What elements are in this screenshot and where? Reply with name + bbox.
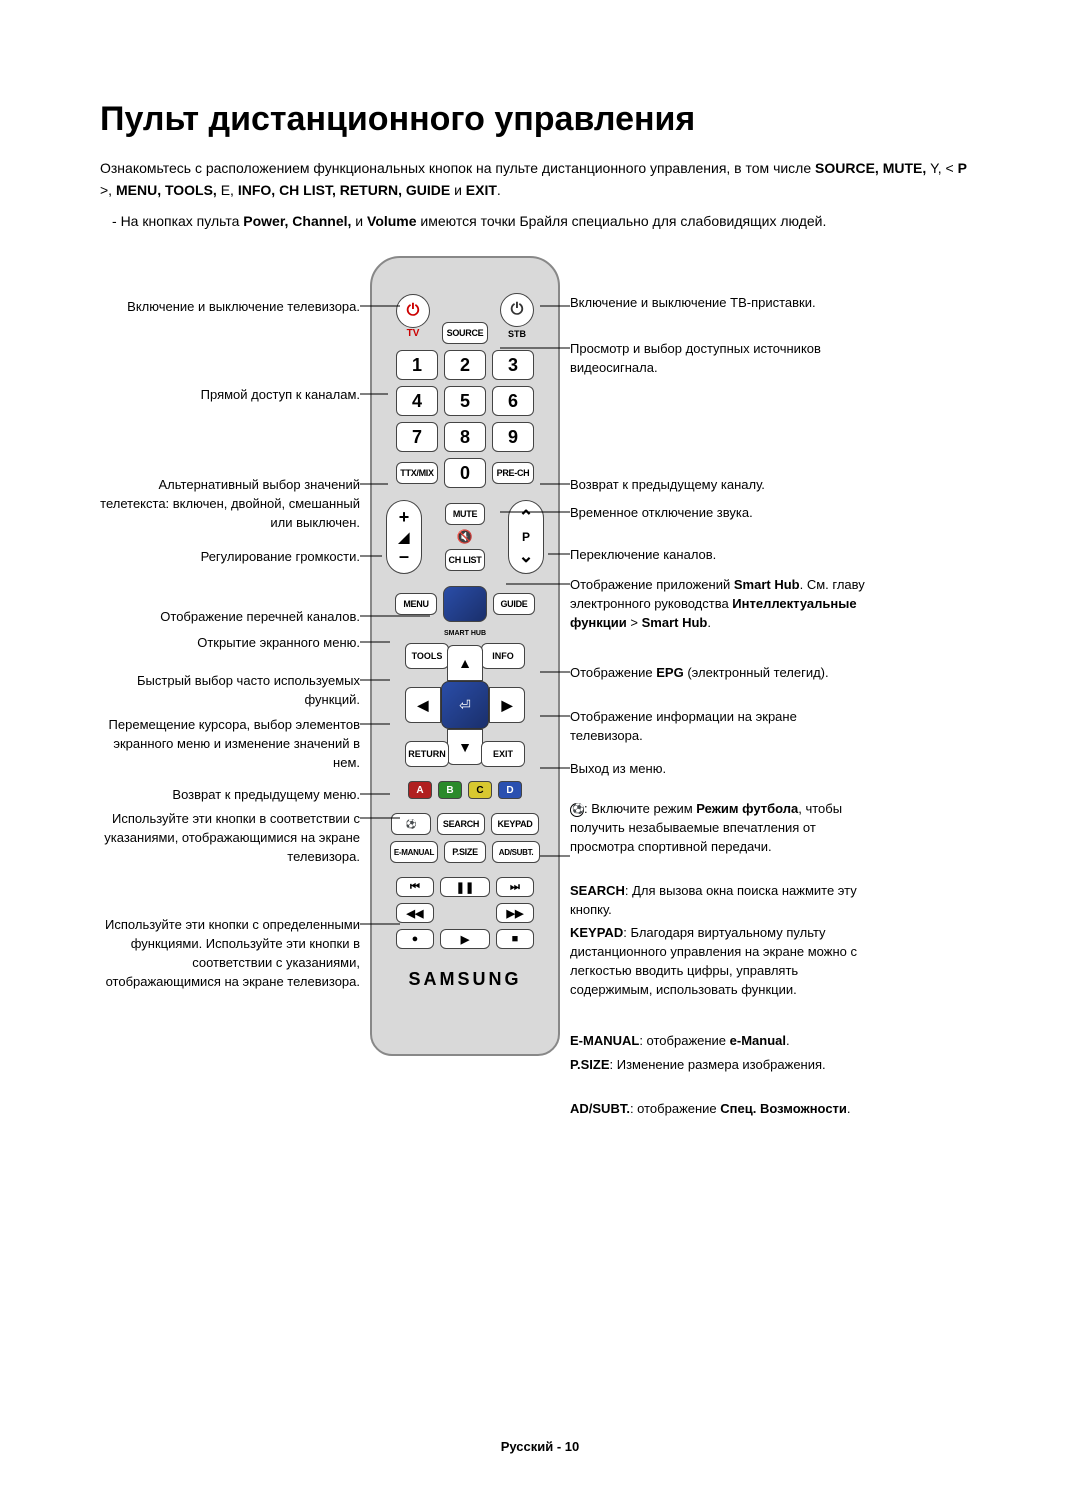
dpad-left[interactable]: ◀ xyxy=(405,687,441,723)
play-button[interactable]: ▶ xyxy=(440,929,490,949)
pause-button[interactable]: ❚❚ xyxy=(440,877,490,897)
remote-body: ⏻ TV SOURCE ⏻ STB 123 456 789 TTX/MIX 0 … xyxy=(370,256,560,1056)
callout-info: Отображение информации на экране телевиз… xyxy=(570,708,850,746)
num-0[interactable]: 0 xyxy=(444,458,486,488)
ff-button[interactable]: ▶▶ xyxy=(496,903,534,923)
emanual-button[interactable]: E-MANUAL xyxy=(390,841,438,863)
callout-channel: Переключение каналов. xyxy=(570,546,850,565)
color-c-button[interactable]: C xyxy=(468,781,492,799)
intro-bold: SOURCE, MUTE, xyxy=(815,160,930,176)
vol-up-icon: + xyxy=(399,507,410,528)
exit-button[interactable]: EXIT xyxy=(481,741,525,767)
dpad-down[interactable]: ▼ xyxy=(447,729,483,765)
remote-diagram: ⏻ TV SOURCE ⏻ STB 123 456 789 TTX/MIX 0 … xyxy=(100,256,980,1156)
callout-chlist: Отображение перечней каналов. xyxy=(100,608,360,627)
prev-button[interactable]: ⏮ xyxy=(396,877,434,897)
source-button[interactable]: SOURCE xyxy=(442,322,488,344)
intro-paragraph: Ознакомьтесь с расположением функциональ… xyxy=(100,157,980,202)
chlist-button[interactable]: CH LIST xyxy=(445,549,485,571)
callout-power-stb: Включение и выключение ТВ-приставки. xyxy=(570,294,850,313)
callout-tools: Быстрый выбор часто используемых функций… xyxy=(100,672,360,710)
color-d-button[interactable]: D xyxy=(498,781,522,799)
keypad-button[interactable]: KEYPAD xyxy=(491,813,539,835)
adsubt-button[interactable]: AD/SUBT. xyxy=(492,841,540,863)
mute-button[interactable]: MUTE xyxy=(445,503,485,525)
vol-down-icon: – xyxy=(399,546,409,567)
callout-smarthub: Отображение приложений Smart Hub. См. гл… xyxy=(570,576,870,633)
callout-guide: Отображение EPG (электронный телегид). xyxy=(570,664,850,683)
dpad-up[interactable]: ▲ xyxy=(447,645,483,681)
callout-power-tv: Включение и выключение телевизора. xyxy=(100,298,360,317)
ch-down-icon: ⌄ xyxy=(518,546,533,567)
num-5[interactable]: 5 xyxy=(444,386,486,416)
color-b-button[interactable]: B xyxy=(438,781,462,799)
num-3[interactable]: 3 xyxy=(492,350,534,380)
callout-psize: P.SIZE: Изменение размера изображения. xyxy=(570,1056,870,1075)
power-stb-button[interactable]: ⏻ xyxy=(500,293,534,327)
brand-logo: SAMSUNG xyxy=(408,969,521,990)
tv-label: TV xyxy=(407,328,420,339)
callout-source: Просмотр и выбор доступных источников ви… xyxy=(570,340,850,378)
callout-prech: Возврат к предыдущему каналу. xyxy=(570,476,850,495)
num-1[interactable]: 1 xyxy=(396,350,438,380)
football-icon xyxy=(570,803,584,817)
dpad: TOOLS INFO ▲ ◀ ⏎ ▶ ▼ RETURN EXIT xyxy=(405,645,525,765)
next-button[interactable]: ⏭ xyxy=(496,877,534,897)
callout-menu: Открытие экранного меню. xyxy=(100,634,360,653)
smarthub-label: SMART HUB xyxy=(444,630,486,637)
callout-volume: Регулирование громкости. xyxy=(100,548,360,567)
callout-mute: Временное отключение звука. xyxy=(570,504,850,523)
num-8[interactable]: 8 xyxy=(444,422,486,452)
num-7[interactable]: 7 xyxy=(396,422,438,452)
callout-return: Возврат к предыдущему меню. xyxy=(100,786,360,805)
smarthub-button[interactable] xyxy=(443,586,487,622)
callout-numbers: Прямой доступ к каналам. xyxy=(100,386,360,405)
dpad-enter[interactable]: ⏎ xyxy=(441,681,489,729)
tools-button[interactable]: TOOLS xyxy=(405,643,449,669)
stb-label: STB xyxy=(508,329,526,339)
guide-button[interactable]: GUIDE xyxy=(493,593,535,615)
psize-button[interactable]: P.SIZE xyxy=(444,841,486,863)
search-button[interactable]: SEARCH xyxy=(437,813,485,835)
callout-exit: Выход из меню. xyxy=(570,760,850,779)
num-6[interactable]: 6 xyxy=(492,386,534,416)
info-button[interactable]: INFO xyxy=(481,643,525,669)
stop-button[interactable]: ■ xyxy=(496,929,534,949)
callout-playback: Используйте эти кнопки с определенными ф… xyxy=(100,916,360,991)
prech-button[interactable]: PRE-CH xyxy=(492,462,534,484)
intro-text: Ознакомьтесь с расположением функциональ… xyxy=(100,160,815,176)
num-4[interactable]: 4 xyxy=(396,386,438,416)
color-a-button[interactable]: A xyxy=(408,781,432,799)
football-button[interactable]: ⚽ xyxy=(391,813,431,835)
num-9[interactable]: 9 xyxy=(492,422,534,452)
num-2[interactable]: 2 xyxy=(444,350,486,380)
callout-colors: Используйте эти кнопки в соответствии с … xyxy=(100,810,360,867)
menu-button[interactable]: MENU xyxy=(395,593,437,615)
power-tv-button[interactable]: ⏻ xyxy=(396,294,430,328)
callout-keypad: KEYPAD: Благодаря виртуальному пульту ди… xyxy=(570,924,870,999)
callout-emanual: E-MANUAL: отображение e-Manual. xyxy=(570,1032,870,1051)
callout-search: SEARCH: Для вызова окна поиска нажмите э… xyxy=(570,882,870,920)
ch-up-icon: ⌃ xyxy=(518,507,533,528)
callout-ttx: Альтернативный выбор значений телетекста… xyxy=(100,476,360,533)
ttx-button[interactable]: TTX/MIX xyxy=(396,462,438,484)
page-title: Пульт дистанционного управления xyxy=(100,100,980,139)
dpad-right[interactable]: ▶ xyxy=(489,687,525,723)
braille-note: - На кнопках пульта Power, Channel, и Vo… xyxy=(100,210,980,232)
channel-rocker[interactable]: ⌃ P ⌄ xyxy=(508,500,544,574)
callout-football: : Включите режим Режим футбола, чтобы по… xyxy=(570,800,870,857)
rec-button[interactable]: ● xyxy=(396,929,434,949)
callout-adsubt: AD/SUBT.: отображение Спец. Возможности. xyxy=(570,1100,870,1119)
rw-button[interactable]: ◀◀ xyxy=(396,903,434,923)
page-footer: Русский - 10 xyxy=(0,1439,1080,1454)
callout-dpad: Перемещение курсора, выбор элементов экр… xyxy=(100,716,360,773)
volume-rocker[interactable]: + ◢ – xyxy=(386,500,422,574)
return-button[interactable]: RETURN xyxy=(405,741,449,767)
